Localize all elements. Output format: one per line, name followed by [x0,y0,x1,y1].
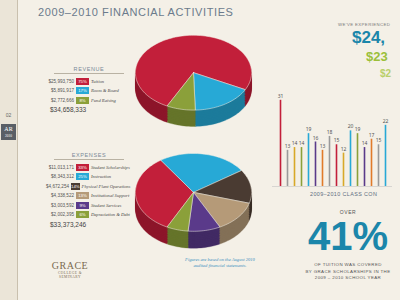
html-text:AR: AR [4,126,13,132]
html-text:$33,373,246: $33,373,246 [50,220,87,228]
html-text:$2,772,666: $2,772,666 [51,97,74,103]
svg-text:14: 14 [362,140,368,146]
svg-text:14: 14 [292,140,298,146]
svg-text:15: 15 [376,137,382,143]
html-text:9%: 9% [79,202,86,208]
html-text:$34,658,333: $34,658,333 [50,106,87,113]
html-text:$4,672,254 14% Physical Plant: $4,672,254 14% Physical Plant Operations [46,183,131,189]
html-text:BY GRACE SCHOLARSHIPS IN THE: BY GRACE SCHOLARSHIPS IN THE [305,268,391,274]
html-text:Figures are based on the Augus: Figures are based on the August 2010 aud… [185,257,255,268]
html-text:$5,891,917: $5,891,917 [51,88,74,93]
svg-text:16: 16 [313,135,319,141]
html-text:13%: 13% [78,193,87,198]
html-text:$4,338,522: $4,338,522 [51,193,74,198]
html-text:02: 02 [5,112,12,118]
html-text:$25,993,750: $25,993,750 [48,78,74,84]
html-text:OF TUITION WAS COVERED: OF TUITION WAS COVERED [314,262,382,267]
svg-text:13: 13 [285,143,291,149]
html-text:$24,: $24, [352,28,386,47]
svg-text:20: 20 [348,123,354,129]
svg-text:14: 14 [299,140,305,146]
svg-text:22: 22 [383,118,389,124]
html-text:41%: 41% [308,214,388,258]
html-text:$3,003,592: $3,003,592 [51,202,74,208]
html-text:EXPENSES: EXPENSES [71,152,107,158]
svg-text:31: 31 [278,93,284,99]
html-text:REVENUE: REVENUE [73,66,105,72]
html-text:Institutional Support: Institutional Support [91,193,130,198]
html-text:Depreciation & Debt: Depreciation & Debt [91,212,130,217]
html-text:$8,343,312: $8,343,312 [51,174,74,179]
svg-text:17: 17 [369,132,375,138]
svg-text:13: 13 [320,143,326,149]
html-text:Instruction: Instruction [91,174,112,179]
html-text:Student Scholarships: Student Scholarships [91,164,130,170]
html-text:Room & Board: Room & Board [91,88,119,93]
svg-text:19: 19 [355,126,361,132]
html-text:6%: 6% [79,212,86,217]
html-text:$2: $2 [380,68,392,79]
html-text:GRACE: GRACE [51,260,89,271]
html-text:75%: 75% [78,78,87,84]
svg-text:15: 15 [334,137,340,143]
html-text:8%: 8% [79,97,86,103]
html-text:Fund Raising: Fund Raising [91,97,116,103]
html-text:33%: 33% [78,164,87,170]
svg-text:18: 18 [327,129,333,135]
html-text:COLLEGE & SEMINARY: COLLEGE & SEMINARY [58,271,82,279]
html-text:$11,013,171: $11,013,171 [48,164,74,170]
html-text:25%: 25% [78,174,87,179]
svg-text:19: 19 [306,126,312,132]
html-text:$23: $23 [366,49,388,64]
html-text:2010: 2010 [5,134,12,138]
html-text:17%: 17% [78,88,87,93]
html-text:2009–2010 FINANCIAL ACTIVITIES: 2009–2010 FINANCIAL ACTIVITIES [38,6,234,18]
svg-text:12: 12 [341,146,347,152]
html-text:2009–2010 CLASS CON: 2009–2010 CLASS CON [310,191,378,197]
html-text:$2,002,395: $2,002,395 [51,212,74,217]
html-text:2009 – 2010 SCHOOL YEAR: 2009 – 2010 SCHOOL YEAR [314,275,382,280]
html-text:Tuition: Tuition [91,78,104,84]
html-text:WE'VE EXPERIENCED: WE'VE EXPERIENCED [338,22,391,27]
html-text:Student Services: Student Services [91,202,122,208]
html-text:OVER: OVER [339,209,357,215]
